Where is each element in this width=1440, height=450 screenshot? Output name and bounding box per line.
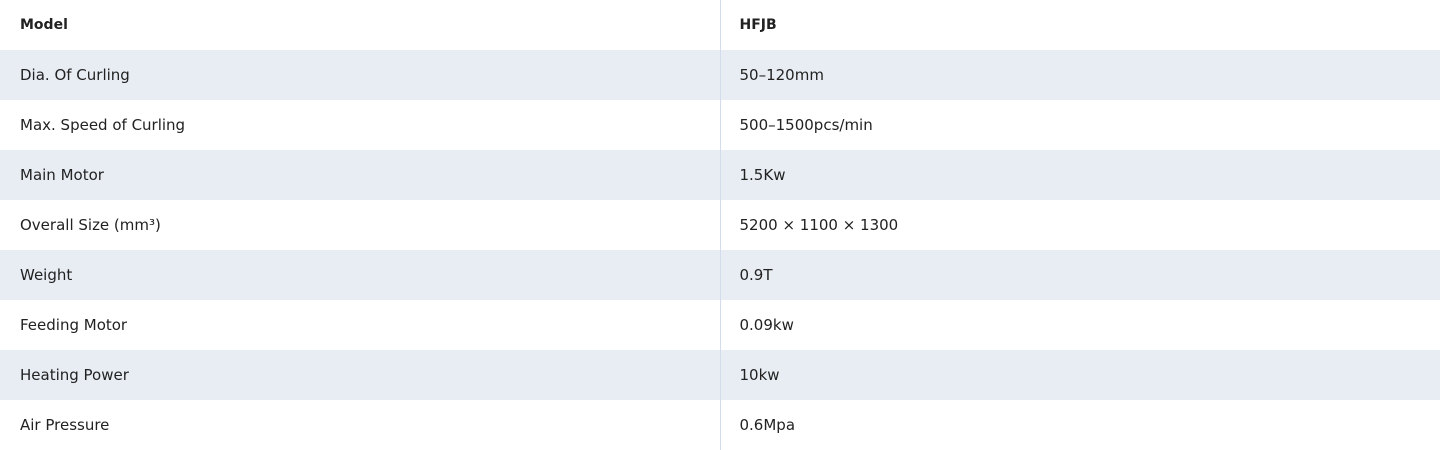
spec-value: 0.9T [720, 250, 1440, 300]
spec-value: 500–1500pcs/min [739, 116, 873, 134]
spec-value: 5200 × 1100 × 1300 [739, 216, 899, 234]
table-row: Heating Power 10kw [0, 350, 1440, 400]
table-row: Max. Speed of Curling 500–1500pcs/min [0, 100, 1440, 150]
header-label: Model [0, 0, 721, 50]
spec-value: 0.09kw [739, 316, 794, 334]
table-row: Weight 0.9T [0, 250, 1440, 300]
spec-label: Heating Power [0, 350, 721, 400]
table-row: Overall Size (mm³) 5200 × 1100 × 1300 [0, 200, 1440, 250]
spec-label: Feeding Motor [0, 300, 721, 350]
spec-label: Max. Speed of Curling [0, 100, 721, 150]
spec-label: Weight [0, 250, 721, 300]
table-header-row: Model HFJB [0, 0, 1440, 50]
table-row: Main Motor 1.5Kw [0, 150, 1440, 200]
spec-label: Dia. Of Curling [0, 50, 721, 100]
spec-value: 0.6Mpa [739, 416, 796, 434]
spec-value: 10kw [720, 350, 1440, 400]
spec-label: Main Motor [0, 150, 721, 200]
spec-value: 50–120mm [720, 50, 1440, 100]
table-row: Feeding Motor 0.09kw [0, 300, 1440, 350]
spec-label: Overall Size (mm³) [0, 200, 721, 250]
table-row: Air Pressure 0.6Mpa [0, 400, 1440, 450]
header-value: HFJB [739, 17, 777, 33]
spec-label: Air Pressure [0, 400, 721, 450]
table-row: Dia. Of Curling 50–120mm [0, 50, 1440, 100]
spec-value: 1.5Kw [720, 150, 1440, 200]
